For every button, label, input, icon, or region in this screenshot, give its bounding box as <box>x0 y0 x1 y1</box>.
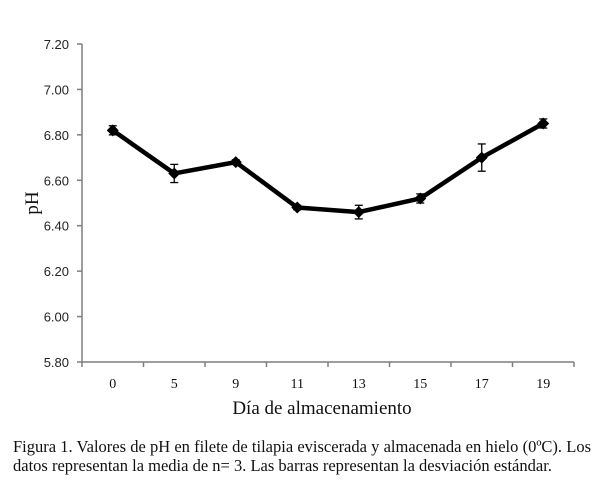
x-axis-title: Día de almacenamiento <box>232 398 411 419</box>
x-tick-label: 0 <box>109 377 116 392</box>
diamond-marker <box>229 156 242 169</box>
y-tick-label: 5.80 <box>44 355 69 370</box>
figure-caption: Figura 1. Valores de pH en filete de til… <box>13 437 591 475</box>
x-tick-label: 15 <box>413 377 427 392</box>
diamond-marker <box>414 192 427 205</box>
x-tick-label: 17 <box>475 377 489 392</box>
y-tick-label: 6.60 <box>44 173 69 188</box>
y-tick-label: 6.00 <box>44 310 69 325</box>
x-tick-label: 11 <box>291 377 304 392</box>
diamond-marker <box>537 117 550 130</box>
series-line <box>111 121 545 215</box>
x-tick-label: 9 <box>232 377 239 392</box>
y-tick-label: 6.80 <box>44 128 69 143</box>
diamond-marker <box>106 124 119 137</box>
diamond-marker <box>168 167 181 180</box>
x-tick-label: 5 <box>171 377 178 392</box>
y-tick-label: 6.40 <box>44 219 69 234</box>
diamond-marker <box>352 206 365 219</box>
y-tick-label: 7.20 <box>44 37 69 52</box>
diamond-marker <box>291 201 304 214</box>
y-axis: 5.80 6.00 6.20 6.40 6.60 6.80 7.00 7.20 <box>44 37 83 370</box>
y-tick-label: 7.00 <box>44 82 69 97</box>
x-tick-label: 13 <box>352 377 366 392</box>
y-tick-label: 6.20 <box>44 264 69 279</box>
x-tick-label: 19 <box>536 377 550 392</box>
data-series <box>106 117 550 220</box>
line-chart: 5.80 6.00 6.20 6.40 6.60 6.80 7.00 7.20 0 5 9 11 13… <box>22 37 575 419</box>
y-axis-title: pH <box>22 191 43 215</box>
x-axis: 0 5 9 11 13 15 17 19 <box>81 361 575 392</box>
diamond-marker <box>475 151 488 164</box>
